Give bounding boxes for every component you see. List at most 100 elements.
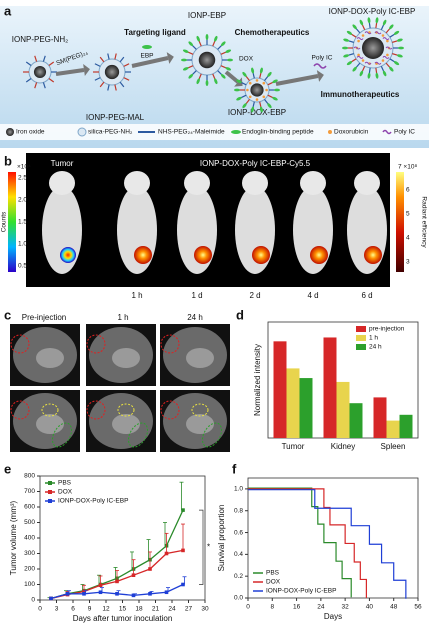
significance-bracket	[199, 509, 204, 585]
x-tick-label: 21	[152, 606, 160, 613]
peg-chain	[114, 84, 117, 91]
y-tick-label: 0.0	[234, 595, 243, 602]
peg-chain	[34, 82, 38, 89]
point	[115, 592, 119, 596]
ebp	[346, 61, 353, 66]
y-tick-label: 0.6	[234, 529, 243, 536]
point	[181, 548, 185, 553]
arrow	[131, 56, 169, 68]
legend-swatch	[48, 490, 52, 494]
ebp	[205, 80, 209, 86]
legend-label: PBS	[58, 480, 72, 487]
step-label: IONP-DOX-Poly IC-EBP	[329, 7, 416, 16]
ebp	[267, 71, 272, 77]
mouse-head	[124, 171, 150, 195]
poly-ic	[356, 37, 364, 41]
ebp	[393, 61, 400, 66]
peg-chain	[392, 40, 399, 43]
peg-chain	[119, 56, 125, 63]
fluorescence	[252, 246, 270, 264]
x-tick-label: 30	[201, 606, 209, 613]
colorbar-tick: 6	[406, 187, 410, 194]
ebp	[359, 19, 364, 26]
group-label: Tumor	[51, 159, 74, 168]
poly-ic-icon	[313, 63, 327, 69]
ebp	[367, 17, 371, 24]
arrow	[55, 68, 85, 76]
legend-icon	[77, 127, 87, 137]
peg-chain	[99, 81, 105, 88]
peg-chain	[119, 81, 125, 88]
legend-label: silica-PEG-NH₂	[88, 129, 133, 136]
peg-chain	[198, 73, 202, 80]
peg-chain	[392, 53, 399, 56]
legend-label: IONP-DOX-Poly IC-EBP	[266, 588, 336, 595]
ebp	[396, 38, 403, 42]
colorbar-tick: 1.5	[18, 219, 27, 226]
x-tick-label: 12	[102, 606, 110, 613]
poly-ic	[356, 55, 364, 59]
fluorescence	[134, 246, 152, 264]
ebp	[352, 24, 357, 30]
colorbar-tick: 0.5	[18, 263, 27, 270]
ebp	[225, 49, 232, 53]
ebp	[188, 73, 194, 79]
group-label: IONP-DOX-Poly IC-EBP-Cy5.5	[200, 159, 311, 168]
panel-label: f	[232, 461, 237, 476]
dox	[361, 34, 365, 37]
ebp	[389, 24, 394, 30]
peg-chain	[25, 77, 32, 83]
bar	[299, 378, 313, 438]
ebp	[259, 67, 263, 74]
y-tick-label: 400	[24, 535, 35, 542]
y-tick-label: 800	[24, 473, 35, 480]
survival-curve	[248, 489, 407, 599]
ebp	[267, 103, 272, 109]
plot-frame	[247, 477, 419, 599]
bar	[286, 368, 300, 438]
y-tick-label: 500	[24, 519, 35, 526]
survival-curve	[248, 488, 367, 598]
x-tick-label: Spleen	[381, 442, 406, 451]
mri-label: Pre-injection	[22, 313, 66, 322]
y-tick-label: 1.0	[234, 486, 243, 493]
dox	[262, 81, 266, 85]
timepoint-label: 2 d	[249, 291, 260, 300]
ebp	[205, 34, 209, 40]
peg-chain	[212, 73, 216, 80]
point	[82, 589, 86, 594]
mri-organ	[36, 348, 64, 368]
x-tick-label: 56	[414, 604, 422, 611]
tumor-roi	[10, 400, 30, 420]
ebp	[220, 41, 226, 47]
ebp	[382, 19, 387, 26]
dox	[248, 95, 252, 99]
iron-core	[362, 37, 384, 59]
fluorescence	[194, 246, 212, 264]
point	[131, 573, 136, 577]
y-tick-label: 300	[24, 550, 35, 557]
x-tick-label: 27	[185, 606, 193, 613]
poly-ic	[374, 31, 382, 35]
x-tick-label: Tumor	[282, 442, 305, 451]
y-tick-label: 0.8	[234, 507, 243, 514]
kidney-roi	[117, 403, 135, 417]
ebp	[236, 96, 242, 101]
mri-organ	[112, 348, 140, 368]
arrow-head	[83, 64, 90, 76]
point	[164, 551, 169, 556]
x-tick-label: 6	[71, 606, 75, 613]
peg-chain	[99, 56, 105, 63]
ebp	[359, 70, 364, 77]
tumor-roi	[160, 400, 180, 420]
y-tick-label: 0	[31, 597, 35, 604]
colorbar-tick: 4	[406, 235, 410, 242]
ebp	[234, 88, 240, 92]
bar	[399, 414, 413, 438]
step-label: Poly IC	[312, 55, 333, 62]
poly-ic	[353, 46, 361, 50]
peg-chain	[347, 53, 354, 56]
y-tick-label: 700	[24, 488, 35, 495]
legend-icon	[328, 130, 332, 134]
x-tick-label: 32	[342, 604, 350, 611]
